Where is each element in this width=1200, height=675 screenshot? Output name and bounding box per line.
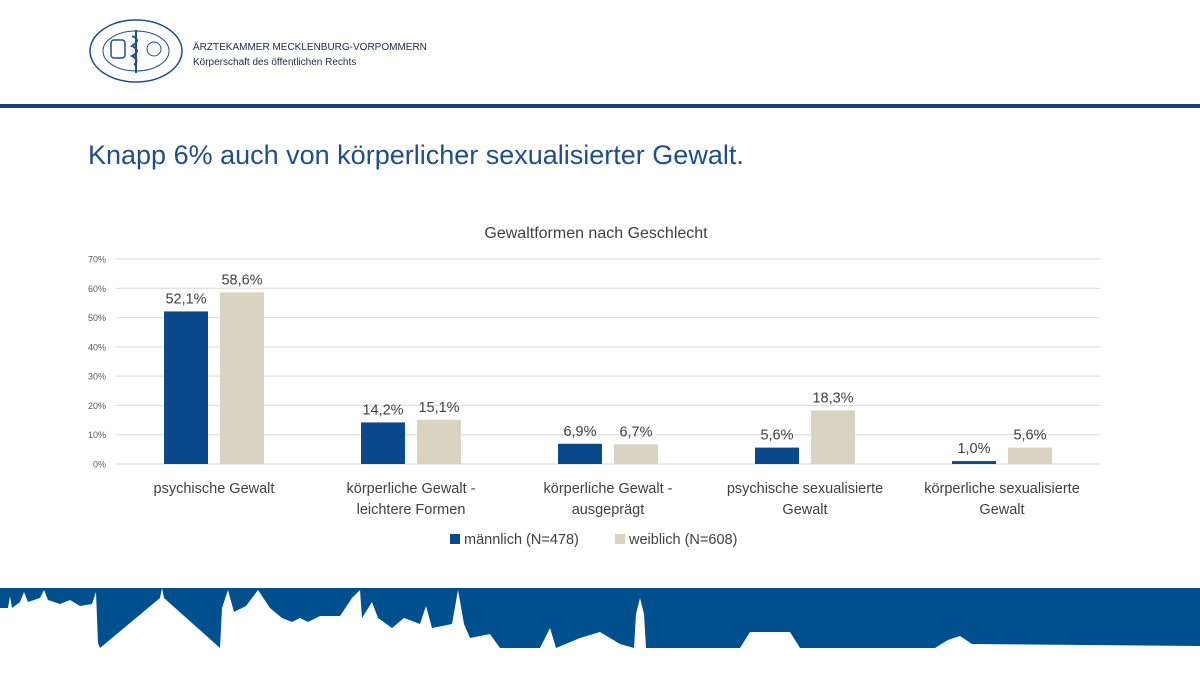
slide-title: Knapp 6% auch von körperlicher sexualisi… — [88, 140, 744, 170]
x-tick-label: leichtere Formen — [357, 502, 466, 518]
bar-chart: Gewaltformen nach Geschlecht 0% 10% 20% 30% 4… — [88, 225, 1101, 548]
x-tick-label: körperliche sexualisierte — [924, 481, 1080, 497]
bar-weiblich — [417, 419, 461, 464]
x-tick-label: Gewalt — [979, 502, 1024, 518]
bar-maennlich — [952, 461, 996, 464]
chart-title: Gewaltformen nach Geschlecht — [484, 225, 708, 242]
legend-swatch — [615, 534, 625, 544]
y-tick-label: 20% — [88, 401, 106, 411]
x-tick-label: psychische sexualisierte — [727, 481, 883, 497]
x-tick-label: körperliche Gewalt - — [347, 481, 476, 497]
city-skyline-banner — [0, 588, 1200, 675]
y-tick-label: 30% — [88, 372, 106, 382]
y-tick-label: 50% — [88, 313, 106, 323]
bar-maennlich — [755, 447, 799, 464]
data-label: 5,6% — [1013, 428, 1046, 444]
legend-label: männlich (N=478) — [464, 532, 579, 548]
data-label: 1,0% — [957, 441, 990, 457]
x-tick-label: ausgeprägt — [572, 502, 645, 518]
y-tick-label: 10% — [88, 430, 106, 440]
bar-maennlich — [164, 311, 208, 464]
org-name: ÄRZTEKAMMER MECKLENBURG-VORPOMMERN — [193, 42, 427, 53]
y-tick-label: 0% — [93, 460, 106, 470]
bar-weiblich — [1008, 447, 1052, 464]
data-label: 6,9% — [563, 424, 596, 440]
bar-weiblich — [811, 410, 855, 464]
x-tick-label: körperliche Gewalt - — [544, 481, 673, 497]
bar-maennlich — [558, 443, 602, 464]
bar-weiblich — [614, 444, 658, 464]
x-tick-label: Gewalt — [782, 502, 827, 518]
data-label: 15,1% — [418, 400, 459, 416]
bar-maennlich — [361, 422, 405, 464]
aerztekammer-logo — [89, 19, 183, 83]
data-label: 58,6% — [221, 272, 262, 288]
y-tick-label: 40% — [88, 342, 106, 352]
y-tick-label: 70% — [88, 255, 106, 265]
x-tick-label: psychische Gewalt — [154, 481, 275, 497]
data-label: 18,3% — [812, 390, 853, 406]
header-divider — [0, 104, 1200, 108]
legend-label: weiblich (N=608) — [628, 532, 737, 548]
data-label: 5,6% — [760, 428, 793, 444]
data-label: 52,1% — [165, 291, 206, 307]
legend-swatch — [450, 534, 460, 544]
data-label: 6,7% — [619, 424, 652, 440]
org-subtitle: Körperschaft des öffentlichen Rechts — [193, 57, 357, 68]
data-label: 14,2% — [362, 402, 403, 418]
bar-weiblich — [220, 292, 264, 464]
y-tick-label: 60% — [88, 284, 106, 294]
